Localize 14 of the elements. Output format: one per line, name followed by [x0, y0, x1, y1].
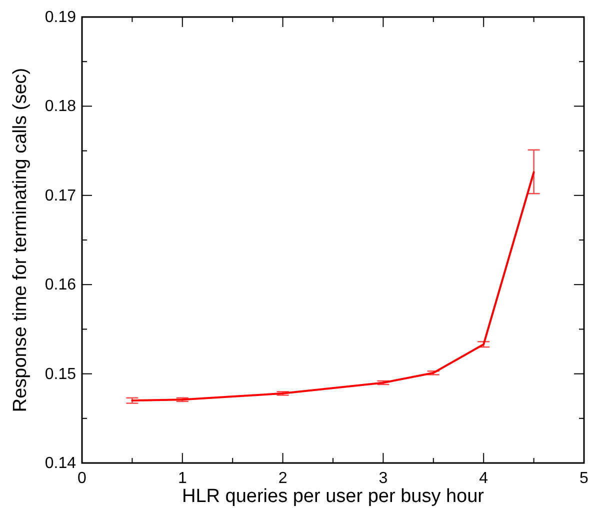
x-tick-label: 2: [278, 470, 288, 487]
y-tick-label: 0.14: [44, 455, 76, 472]
x-tick-label: 5: [580, 470, 589, 487]
y-tick-label: 0.16: [44, 276, 76, 294]
y-tick-label: 0.17: [44, 187, 76, 204]
y-tick-label: 0.15: [44, 366, 76, 383]
y-tick-label: 0.19: [44, 9, 76, 26]
x-tick-label: 3: [378, 470, 388, 487]
y-axis-title: Response time for terminating calls (sec): [10, 68, 31, 412]
x-tick-label: 4: [479, 470, 488, 487]
y-tick-label: 0.18: [44, 98, 76, 116]
x-axis-title: HLR queries per user per busy hour: [182, 486, 485, 507]
x-tick-label: 0: [78, 470, 87, 487]
x-tick-label: 1: [178, 470, 187, 487]
